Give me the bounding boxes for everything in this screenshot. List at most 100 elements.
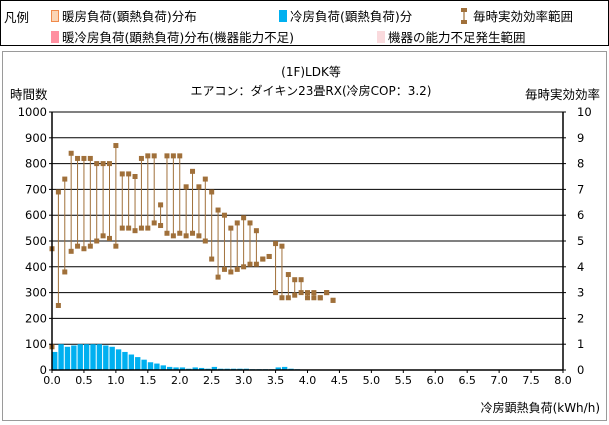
efficiency-high-point bbox=[190, 168, 196, 174]
efficiency-low-point bbox=[279, 295, 285, 301]
efficiency-low-point bbox=[317, 295, 323, 301]
bar bbox=[71, 345, 77, 370]
efficiency-high-point bbox=[177, 153, 183, 159]
efficiency-low-point bbox=[138, 225, 144, 231]
efficiency-high-point bbox=[145, 153, 151, 159]
bar bbox=[90, 344, 96, 370]
bar bbox=[173, 367, 179, 370]
efficiency-high-point bbox=[228, 225, 234, 231]
efficiency-low-point bbox=[215, 274, 221, 280]
efficiency-low-point bbox=[292, 292, 298, 298]
bar bbox=[192, 367, 198, 370]
efficiency-high-point bbox=[132, 174, 138, 179]
y-axis-label: 時間数 bbox=[10, 87, 48, 102]
legend-item-shortage: 暖冷房負荷(顕熱負荷)分布(機器能力不足) bbox=[51, 27, 294, 46]
efficiency-low-point bbox=[151, 220, 157, 226]
x-tick-label: 7.0 bbox=[490, 374, 508, 387]
efficiency-low-point bbox=[145, 225, 151, 231]
efficiency-low-point bbox=[247, 261, 253, 267]
efficiency-high-point bbox=[298, 277, 304, 283]
efficiency-low-point bbox=[260, 256, 266, 262]
efficiency-low-point bbox=[113, 243, 119, 249]
x-tick-label: 4.0 bbox=[299, 374, 317, 387]
efficiency-low-point bbox=[62, 269, 68, 275]
efficiency-high-point bbox=[87, 155, 93, 161]
bar bbox=[96, 344, 103, 370]
efficiency-high-point bbox=[273, 241, 279, 247]
efficiency-high-point bbox=[94, 161, 100, 167]
chart-subtitle: エアコン：ダイキン23畳RX(冷房COP：3.2) bbox=[191, 83, 432, 98]
efficiency-high-point bbox=[75, 155, 81, 161]
efficiency-low-point bbox=[241, 264, 247, 270]
efficiency-low-point bbox=[55, 303, 61, 308]
legend-label-heating: 暖房負荷(顕熱負荷)分布 bbox=[62, 9, 197, 24]
efficiency-low-point bbox=[68, 248, 74, 254]
x-tick-label: 5.5 bbox=[395, 374, 413, 387]
legend-item-heating: 暖房負荷(顕熱負荷)分布 bbox=[51, 6, 197, 25]
bar bbox=[281, 366, 288, 370]
bar bbox=[141, 359, 147, 370]
y2-tick-label: 8 bbox=[577, 157, 584, 171]
efficiency-high-point bbox=[62, 176, 68, 182]
efficiency-high-point bbox=[215, 207, 221, 213]
bar bbox=[58, 344, 64, 370]
bar bbox=[166, 366, 173, 370]
efficiency-low-point bbox=[330, 297, 336, 303]
y2-tick-label: 6 bbox=[577, 208, 584, 222]
chart-frame bbox=[2, 51, 607, 421]
efficiency-high-point bbox=[81, 155, 87, 161]
efficiency-low-point bbox=[183, 233, 189, 239]
efficiency-high-point bbox=[151, 153, 157, 159]
x-tick-label: 2.5 bbox=[203, 374, 221, 387]
efficiency-low-point bbox=[209, 256, 215, 262]
x-tick-label: 6.5 bbox=[458, 374, 476, 387]
y-tick-label: 200 bbox=[25, 311, 47, 325]
efficiency-low-point bbox=[100, 233, 106, 239]
efficiency-low-point bbox=[311, 295, 317, 301]
y2-tick-label: 2 bbox=[577, 311, 584, 325]
legend: 凡例 暖房負荷(顕熱負荷)分布 冷房負荷(顕熱負荷)分 毎時実効効率範囲 暖冷房… bbox=[0, 0, 609, 46]
efficiency-low-point bbox=[190, 230, 196, 236]
efficiency-low-point bbox=[253, 261, 259, 267]
efficiency-high-point bbox=[164, 153, 170, 159]
efficiency-high-point bbox=[285, 272, 291, 278]
x-tick-label: 5.0 bbox=[363, 374, 381, 387]
efficiency-high-point bbox=[106, 161, 112, 167]
efficiency-high-point bbox=[158, 202, 164, 208]
efficiency-low-point bbox=[202, 238, 208, 244]
efficiency-high-point bbox=[209, 189, 215, 195]
y2-axis-label: 毎時実効効率 bbox=[525, 87, 600, 102]
legend-item-cooling: 冷房負荷(顕熱負荷)分 bbox=[279, 6, 412, 25]
bar bbox=[115, 349, 122, 370]
x-tick-label: 7.5 bbox=[522, 374, 540, 387]
efficiency-low-point bbox=[285, 295, 291, 301]
y2-tick-label: 4 bbox=[577, 260, 584, 274]
x-tick-label: 0.5 bbox=[75, 374, 93, 387]
efficiency-high-point bbox=[68, 150, 74, 156]
bar bbox=[109, 346, 115, 370]
efficiency-low-point bbox=[228, 269, 234, 275]
bar bbox=[77, 344, 83, 370]
efficiency-high-point bbox=[292, 277, 298, 283]
legend-label-efficiency: 毎時実効効率範囲 bbox=[473, 9, 574, 24]
y2-tick-label: 1 bbox=[577, 337, 584, 351]
shortage-range-swatch-icon bbox=[377, 30, 385, 43]
efficiency-low-point bbox=[177, 230, 183, 236]
efficiency-high-point bbox=[55, 189, 61, 195]
x-tick-label: 1.5 bbox=[139, 374, 157, 387]
legend-label-cooling: 冷房負荷(顕熱負荷)分 bbox=[290, 9, 413, 24]
efficiency-high-point bbox=[234, 220, 240, 226]
y-tick-label: 700 bbox=[25, 182, 47, 196]
x-tick-label: 6.0 bbox=[427, 374, 445, 387]
efficiency-low-point bbox=[266, 253, 272, 259]
efficiency-low-point bbox=[196, 233, 202, 239]
efficiency-low-point bbox=[94, 238, 100, 244]
efficiency-high-point bbox=[221, 212, 227, 218]
efficiency-low-point bbox=[106, 235, 112, 241]
efficiency-low-point bbox=[234, 266, 240, 272]
x-axis-label: 冷房顕熱負荷(kWh/h) bbox=[481, 400, 600, 415]
bar bbox=[198, 367, 205, 370]
bar bbox=[128, 354, 135, 370]
efficiency-high-point bbox=[279, 243, 285, 249]
y-tick-label: 1000 bbox=[18, 105, 47, 119]
